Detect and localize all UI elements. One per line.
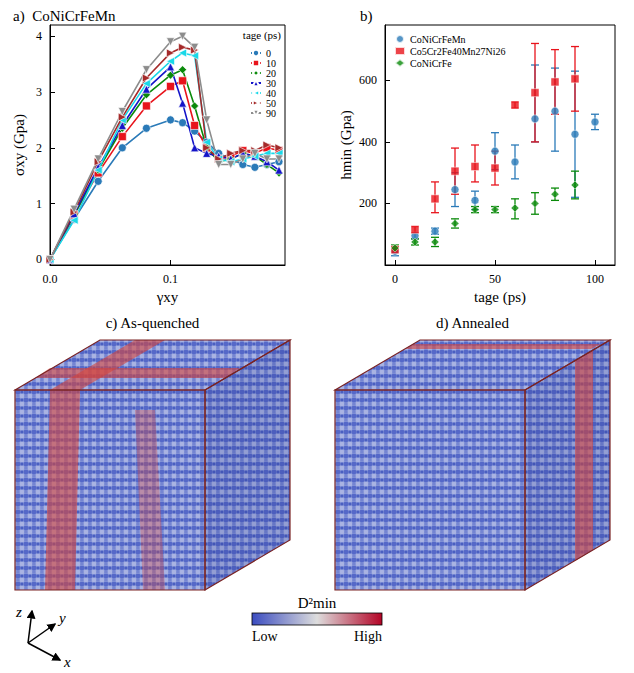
svg-text:50: 50 <box>489 272 501 286</box>
svg-text:4: 4 <box>36 29 42 43</box>
svg-text:b): b) <box>360 8 373 25</box>
svg-text:100: 100 <box>586 272 604 286</box>
svg-text:200: 200 <box>359 196 377 210</box>
svg-text:tage (ps): tage (ps) <box>474 289 526 306</box>
svg-text:a) CoNiCrFeMn: a) CoNiCrFeMn <box>13 8 116 25</box>
svg-text:D²min: D²min <box>298 595 337 611</box>
svg-text:0: 0 <box>266 47 271 59</box>
svg-text:0.0: 0.0 <box>43 272 58 286</box>
svg-text:2: 2 <box>36 141 42 155</box>
svg-text:σxy (Gpa): σxy (Gpa) <box>11 114 28 176</box>
svg-text:0.1: 0.1 <box>163 272 178 286</box>
svg-text:0: 0 <box>36 252 42 266</box>
svg-text:90: 90 <box>266 108 276 119</box>
svg-text:0: 0 <box>392 272 398 286</box>
svg-text:hmin (Gpa): hmin (Gpa) <box>338 110 355 180</box>
svg-text:10: 10 <box>266 57 276 69</box>
svg-text:γxy: γxy <box>156 289 179 305</box>
svg-text:d) Annealed: d) Annealed <box>436 315 509 332</box>
svg-text:1: 1 <box>36 197 42 211</box>
svg-text:c) As-quenched: c) As-quenched <box>106 315 200 332</box>
svg-text:CoNiCrFeMn: CoNiCrFeMn <box>410 34 466 45</box>
svg-text:High: High <box>354 629 382 644</box>
svg-text:tage (ps): tage (ps) <box>243 29 282 42</box>
svg-text:30: 30 <box>266 77 276 89</box>
svg-text:x: x <box>63 654 71 670</box>
svg-text:Low: Low <box>252 629 279 644</box>
svg-text:3: 3 <box>36 85 42 99</box>
svg-text:50: 50 <box>266 97 276 109</box>
svg-text:20: 20 <box>266 67 276 79</box>
svg-text:y: y <box>57 610 66 626</box>
svg-text:40: 40 <box>266 87 276 99</box>
svg-text:z: z <box>15 604 22 620</box>
svg-text:CoNiCrFe: CoNiCrFe <box>410 58 452 69</box>
svg-text:Co5Cr2Fe40Mn27Ni26: Co5Cr2Fe40Mn27Ni26 <box>410 46 506 57</box>
svg-text:400: 400 <box>359 135 377 149</box>
svg-text:600: 600 <box>359 73 377 87</box>
